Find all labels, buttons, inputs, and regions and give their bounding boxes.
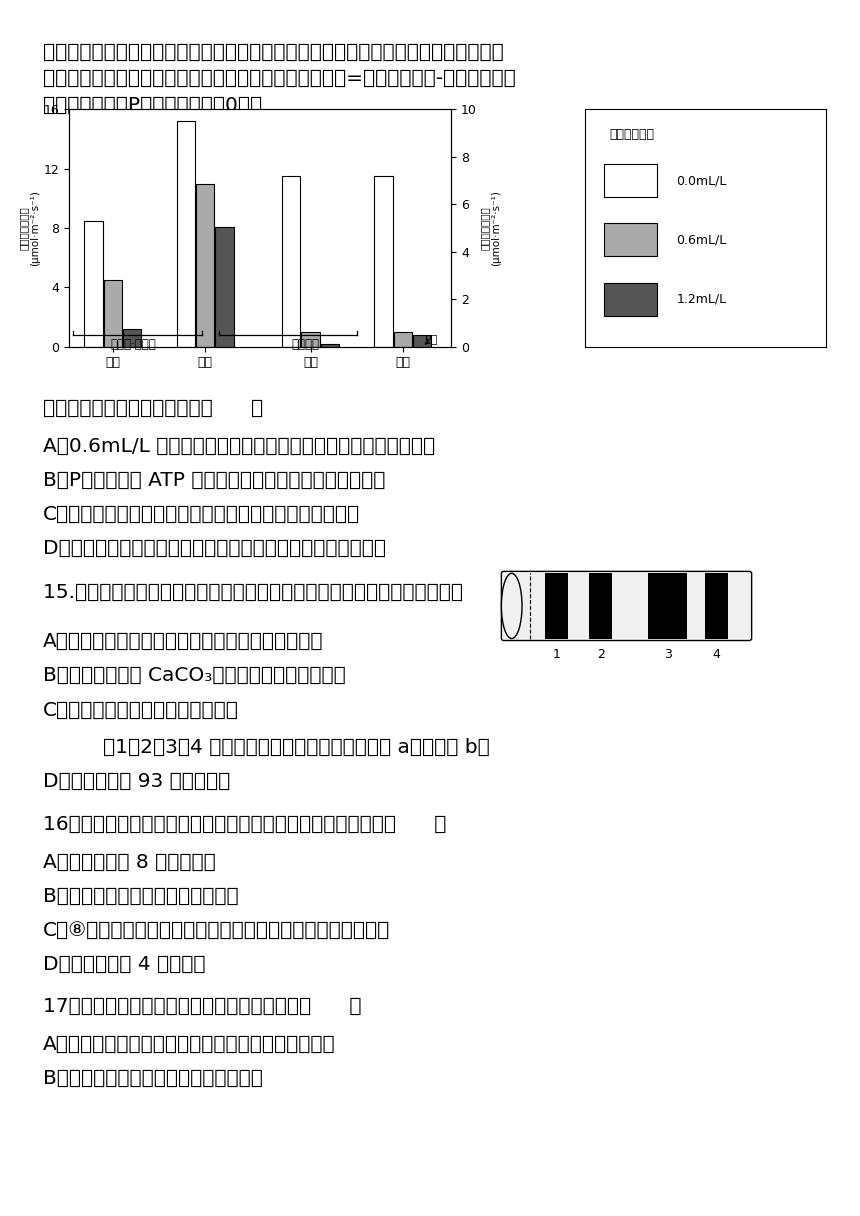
- Bar: [84, 220, 102, 347]
- Bar: [282, 176, 300, 347]
- Text: C．实验中，受草甘膦影响较小的是混种的加拿大一枝黄花: C．实验中，受草甘膦影响较小的是混种的加拿大一枝黄花: [43, 505, 360, 524]
- FancyBboxPatch shape: [501, 572, 752, 641]
- Text: 17．下列关于细胞生命历程的叙述，错误的是（      ）: 17．下列关于细胞生命历程的叙述，错误的是（ ）: [43, 997, 361, 1017]
- Text: 据图分析，下列叙述错误的是（      ）: 据图分析，下列叙述错误的是（ ）: [43, 399, 263, 418]
- FancyBboxPatch shape: [604, 164, 657, 197]
- Bar: [413, 334, 432, 347]
- Text: D．层析液可用 93 号汽油代替: D．层析液可用 93 号汽油代替: [43, 772, 230, 792]
- Text: P组: P组: [425, 334, 438, 344]
- Bar: [196, 184, 214, 347]
- Text: 0.6mL/L: 0.6mL/L: [676, 233, 727, 247]
- Text: 3: 3: [664, 648, 672, 662]
- Bar: [123, 328, 141, 347]
- Bar: [394, 332, 412, 347]
- FancyBboxPatch shape: [545, 574, 568, 638]
- Text: B．此时细胞正处于有丝分裂的中期: B．此时细胞正处于有丝分裂的中期: [43, 886, 238, 906]
- Text: 同浓度的草甘膦，并测定各组的净光合速率（净光合速率=真正光合速率-呼吸速率），: 同浓度的草甘膦，并测定各组的净光合速率（净光合速率=真正光合速率-呼吸速率），: [43, 69, 516, 89]
- Bar: [321, 344, 339, 347]
- FancyBboxPatch shape: [589, 574, 612, 638]
- Text: A．图中细胞有 8 条染色单体: A．图中细胞有 8 条染色单体: [43, 852, 216, 872]
- Y-axis label: 混种净光合速率
(μmol·m⁻²·s⁻¹): 混种净光合速率 (μmol·m⁻²·s⁻¹): [480, 190, 501, 266]
- Text: 16．如图为某一细胞有丝分裂的模式图，下列叙述不正确的是（      ）: 16．如图为某一细胞有丝分裂的模式图，下列叙述不正确的是（ ）: [43, 815, 446, 834]
- Text: 加拿大·枝黄花: 加拿大·枝黄花: [110, 338, 157, 351]
- Bar: [374, 176, 393, 347]
- Text: 2: 2: [597, 648, 605, 662]
- Text: C．⑧所示结构由某种蛋白质组成，该蛋白质最可能在前期合成: C．⑧所示结构由某种蛋白质组成，该蛋白质最可能在前期合成: [43, 921, 390, 940]
- Y-axis label: 单种净光合速率
(μmol·m⁻²·s⁻¹): 单种净光合速率 (μmol·m⁻²·s⁻¹): [19, 190, 40, 266]
- Text: 1.2mL/L: 1.2mL/L: [676, 293, 727, 305]
- Text: 4: 4: [713, 648, 721, 662]
- Text: 1: 1: [553, 648, 561, 662]
- Text: 物白茅的影响，某研究团队对加拿大一枝黄花和白茅在单种与混种两种情况下，施以不: 物白茅的影响，某研究团队对加拿大一枝黄花和白茅在单种与混种两种情况下，施以不: [43, 43, 504, 62]
- FancyBboxPatch shape: [604, 282, 657, 316]
- Text: 0.0mL/L: 0.0mL/L: [676, 174, 727, 187]
- Text: 本地白茅: 本地白茅: [292, 338, 319, 351]
- Text: 结果如下（其中P组净光合速率为0）。: 结果如下（其中P组净光合速率为0）。: [43, 96, 262, 116]
- Text: B．细胞衰老的过程中遗传物质发生改变: B．细胞衰老的过程中遗传物质发生改变: [43, 1069, 263, 1088]
- FancyBboxPatch shape: [705, 574, 728, 638]
- Text: D．据实验结果推测，草甘膦可能会降低这两种植物的光饱和点: D．据实验结果推测，草甘膦可能会降低这两种植物的光饱和点: [43, 539, 386, 558]
- Ellipse shape: [501, 574, 522, 638]
- FancyBboxPatch shape: [648, 574, 687, 638]
- Bar: [103, 280, 122, 347]
- Text: A．色素提取的原理是色素在层析液中的溶解度不同: A．色素提取的原理是色素在层析液中的溶解度不同: [43, 632, 323, 652]
- Text: 15.下列是关于叶绿体中色素的提取和分离实验的几种说法，其中正确的是（      ）: 15.下列是关于叶绿体中色素的提取和分离实验的几种说法，其中正确的是（ ）: [43, 582, 513, 602]
- Text: B．研磨叶片时加 CaCO₃的作用是使研磨更加充分: B．研磨叶片时加 CaCO₃的作用是使研磨更加充分: [43, 666, 346, 686]
- Text: C．色素分离的结果可以用该图表示: C．色素分离的结果可以用该图表示: [43, 700, 239, 720]
- Text: A．0.6mL/L 的草甘膦对单种与混种白茅净光合速率的下降量相同: A．0.6mL/L 的草甘膦对单种与混种白茅净光合速率的下降量相同: [43, 437, 435, 456]
- Text: D．图中细胞含 4 个中心粒: D．图中细胞含 4 个中心粒: [43, 955, 206, 974]
- Text: 草甘膦浓度：: 草甘膦浓度：: [609, 129, 654, 141]
- Text: A．细胞有丝分裂保持了亲子代细胞之间遗传的稳定性: A．细胞有丝分裂保持了亲子代细胞之间遗传的稳定性: [43, 1035, 335, 1054]
- Bar: [176, 122, 195, 347]
- Text: B．P组白茅产生 ATP 的场所有叶绿体、线粒体和细胞溶胶: B．P组白茅产生 ATP 的场所有叶绿体、线粒体和细胞溶胶: [43, 471, 385, 490]
- FancyBboxPatch shape: [604, 224, 657, 257]
- Bar: [215, 226, 234, 347]
- Text: （1、2、3、4 分别是胡萝卜素、叶黄素、叶绿素 a、叶绿素 b）: （1、2、3、4 分别是胡萝卜素、叶黄素、叶绿素 a、叶绿素 b）: [103, 738, 490, 758]
- Bar: [301, 332, 320, 347]
